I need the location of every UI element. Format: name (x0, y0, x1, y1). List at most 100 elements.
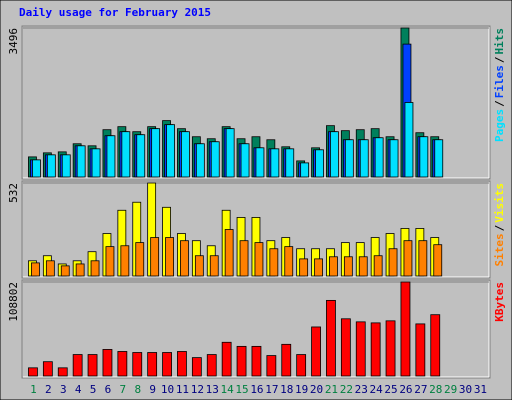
x-tick-label: 9 (149, 383, 156, 396)
bar (251, 345, 262, 377)
bar (254, 242, 264, 277)
bar (76, 145, 86, 178)
chart-title: Daily usage for February 2015 (19, 6, 211, 19)
bar (314, 258, 323, 277)
bar (102, 349, 113, 377)
bar (162, 352, 172, 377)
legend-entry: Hits (493, 28, 506, 55)
bar (90, 260, 100, 277)
x-tick-label: 24 (370, 383, 384, 396)
bar (46, 154, 56, 178)
bar (210, 141, 220, 178)
bar (255, 147, 265, 178)
legend-entry: Files (493, 65, 506, 98)
bar (285, 148, 295, 178)
bar (389, 139, 399, 178)
x-tick-label: 26 (399, 383, 412, 396)
bar (359, 139, 369, 178)
bar (28, 367, 38, 377)
bar (299, 258, 309, 277)
y-tick-label: 3496 (7, 28, 20, 55)
legend-separator: / (493, 224, 506, 231)
x-tick-label: 21 (325, 383, 338, 396)
bar (75, 263, 85, 277)
bar (281, 343, 292, 377)
bar (344, 139, 354, 178)
bar (296, 354, 307, 377)
x-tick-label: 30 (459, 383, 472, 396)
legend-entry: Sites (493, 233, 506, 266)
x-tick-label: 6 (105, 383, 112, 396)
bar (329, 256, 338, 277)
bar (419, 136, 429, 178)
bar (151, 128, 161, 178)
x-tick-label: 12 (191, 383, 204, 396)
bar (239, 240, 249, 277)
bar (430, 314, 441, 377)
bar (385, 320, 396, 377)
bar (106, 135, 116, 178)
bar (60, 265, 70, 277)
bar (221, 341, 232, 377)
bar (72, 354, 83, 377)
legend-separator: / (493, 100, 506, 107)
x-tick-label: 17 (265, 383, 278, 396)
x-tick-label: 3 (60, 383, 67, 396)
bar (177, 351, 187, 377)
legend-entry: Pages (493, 109, 506, 142)
bar (117, 351, 128, 377)
x-tick-label: 28 (429, 383, 442, 396)
y-tick-label: 532 (7, 183, 20, 203)
bar (87, 354, 98, 377)
x-tick-label: 11 (176, 383, 189, 396)
x-tick-label: 20 (310, 383, 323, 396)
bar (180, 240, 189, 277)
x-tick-label: 29 (444, 383, 457, 396)
bar (224, 229, 234, 277)
x-tick-label: 22 (340, 383, 353, 396)
bar (147, 352, 158, 377)
bar (434, 139, 444, 178)
legend-separator: / (493, 56, 506, 63)
bar (373, 255, 383, 277)
bar (266, 355, 277, 377)
x-tick-label: 2 (45, 383, 52, 396)
bar (120, 245, 130, 277)
bar (166, 124, 175, 178)
x-tick-label: 16 (250, 383, 263, 396)
x-tick-label: 10 (161, 383, 174, 396)
bar (388, 248, 398, 277)
x-tick-label: 14 (221, 383, 235, 396)
bar (121, 131, 131, 178)
bar (330, 131, 339, 178)
bar (415, 323, 426, 377)
x-tick-label: 31 (474, 383, 487, 396)
bar (358, 256, 368, 277)
bar (61, 154, 71, 178)
bar (225, 128, 235, 178)
bar (45, 260, 55, 277)
bar (343, 256, 353, 277)
bar (370, 322, 381, 377)
bar (209, 255, 219, 277)
bar (181, 131, 190, 178)
bar (91, 148, 101, 178)
bar (135, 242, 145, 277)
x-tick-label: 4 (75, 383, 82, 396)
bar (340, 318, 351, 377)
bar (150, 237, 160, 277)
bar (284, 246, 294, 277)
bar (194, 255, 204, 277)
bar (32, 159, 41, 178)
bar (404, 102, 414, 178)
bar (240, 143, 250, 178)
bar (400, 281, 411, 377)
legend: KBytes (493, 282, 506, 322)
legend-entry: Visits (493, 183, 506, 223)
bar (136, 134, 146, 178)
legend-entry: KBytes (493, 282, 506, 322)
bar (165, 237, 174, 277)
x-tick-label: 27 (414, 383, 427, 396)
bar (311, 326, 321, 377)
